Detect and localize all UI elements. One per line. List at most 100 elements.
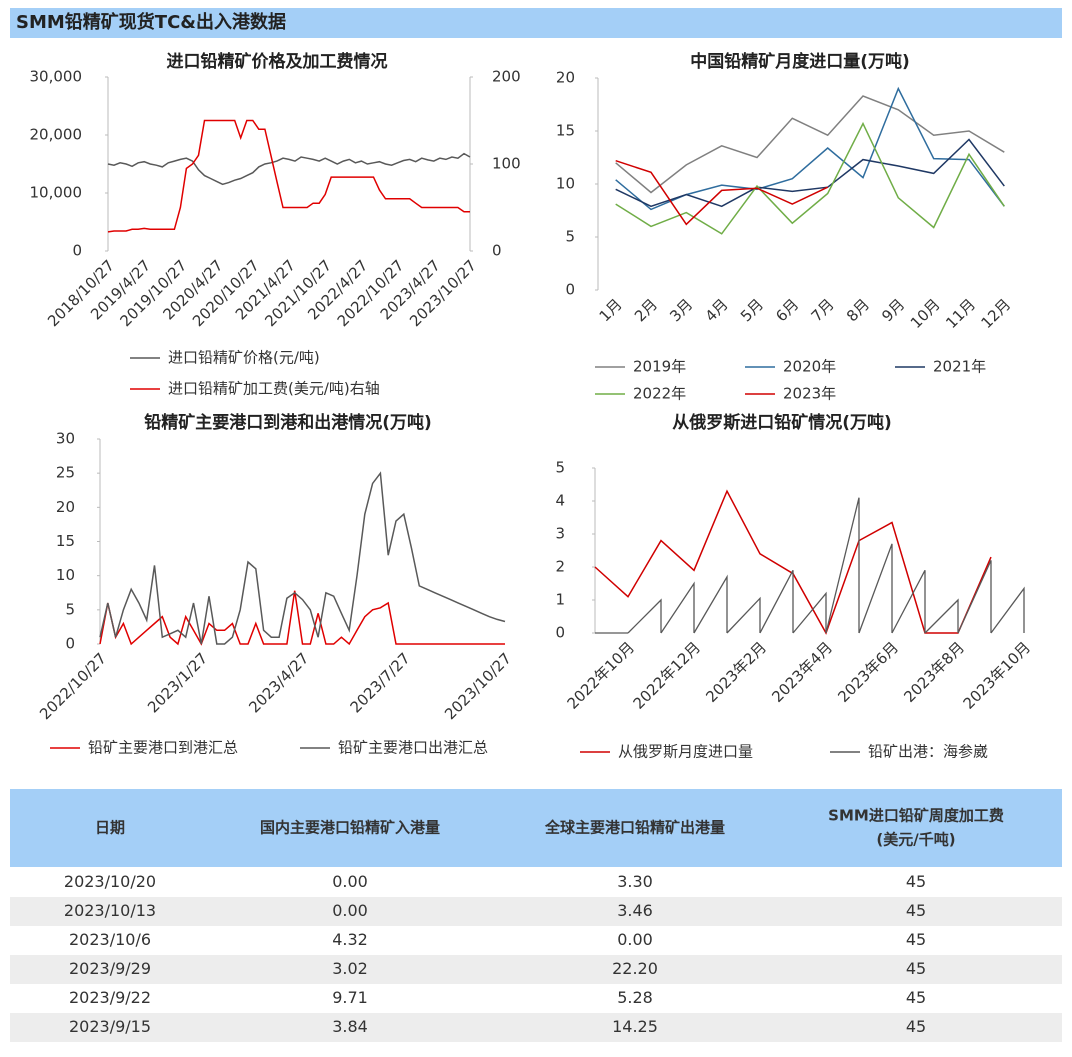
table-cell: 3.02 [332, 959, 368, 978]
header-bar [10, 8, 1062, 38]
table-cell: 0.00 [332, 872, 368, 891]
table-cell: 2023/10/6 [69, 930, 151, 949]
table-cell: 4.32 [332, 930, 368, 949]
legend-label: 2022年 [633, 385, 686, 403]
legend-label: 2020年 [783, 358, 836, 376]
legend-label: 铅矿主要港口到港汇总 [88, 739, 238, 757]
x-tick-label: 2023年6月 [834, 638, 902, 706]
series-line [615, 86, 1005, 211]
series-line [615, 159, 829, 226]
table-cell: 3.30 [617, 872, 653, 891]
row-stripe [10, 897, 1062, 926]
y-tick-label: 4 [555, 492, 565, 510]
legend-label: 从俄罗斯月度进口量 [618, 743, 753, 761]
legend-label: 铅矿出港：海参崴 [868, 743, 988, 761]
table-cell: 2023/9/22 [69, 988, 151, 1007]
x-tick-label: 4月 [702, 295, 732, 325]
y-tick-label: 2 [555, 558, 565, 576]
table-cell: 45 [906, 988, 926, 1007]
legend-label: 进口铅精矿加工费(美元/吨)右轴 [168, 380, 380, 398]
legend-label: 进口铅精矿价格(元/吨) [168, 349, 320, 367]
column-header: SMM进口铅矿周度加工费 [828, 807, 1004, 825]
sawtooth-segment [990, 586, 1025, 634]
x-tick-label: 7月 [808, 295, 838, 325]
legend-label: 2021年 [933, 358, 986, 376]
x-tick-label: 2022/10/27 [36, 649, 110, 723]
y-tick-label: 0 [565, 281, 575, 299]
table-cell: 0.00 [617, 930, 653, 949]
x-tick-label: 2023/10/27 [441, 649, 515, 723]
y-tick-label: 5 [565, 228, 575, 246]
x-tick-label: 2023年8月 [900, 638, 968, 706]
y-tick-label: 10,000 [30, 184, 83, 202]
x-tick-label: 3月 [666, 295, 696, 325]
sawtooth-segment [660, 581, 695, 634]
y-tick-label: 5 [65, 600, 75, 618]
chart-title: 铅精矿主要港口到港和出港情况(万吨) [144, 412, 432, 433]
series-line [99, 590, 505, 646]
table-cell: 5.28 [617, 988, 653, 1007]
x-tick-label: 2月 [631, 295, 661, 325]
y-tick-label: 0 [72, 242, 82, 260]
y-tick-label: 0 [65, 635, 75, 653]
y-tick-label: 1 [555, 591, 565, 609]
x-tick-label: 1月 [596, 295, 626, 325]
row-stripe [10, 1013, 1062, 1042]
sawtooth-segment [858, 543, 893, 634]
sawtooth-segment [693, 574, 728, 634]
table-cell: 45 [906, 1017, 926, 1036]
column-header: 日期 [95, 819, 125, 837]
y-tick-label: 0 [555, 624, 565, 642]
column-header: (美元/千吨) [876, 831, 955, 849]
table-cell: 45 [906, 872, 926, 891]
table-cell: 3.46 [617, 901, 653, 920]
table-cell: 2023/10/13 [64, 901, 156, 920]
x-tick-label: 8月 [843, 295, 873, 325]
x-tick-label: 2022年10月 [564, 638, 638, 712]
series-line [107, 119, 470, 233]
table-cell: 2023/9/29 [69, 959, 151, 978]
x-tick-label: 11月 [942, 295, 979, 332]
chart-title: 从俄罗斯进口铅矿情况(万吨) [672, 412, 892, 433]
y-tick-label: 30,000 [30, 68, 83, 86]
y-tick-label: 25 [56, 464, 75, 482]
x-tick-label: 2022年12月 [630, 638, 704, 712]
series-line [615, 95, 1005, 194]
sawtooth-segment [924, 598, 959, 634]
y2-tick-label: 100 [492, 155, 521, 173]
series-line [99, 471, 506, 645]
series-line [107, 152, 471, 186]
page-title: SMM铅精矿现货TC&出入港数据 [16, 11, 286, 33]
x-tick-label: 12月 [978, 295, 1015, 332]
table-cell: 9.71 [332, 988, 368, 1007]
table-cell: 22.20 [612, 959, 658, 978]
y-tick-label: 20,000 [30, 126, 83, 144]
x-tick-label: 2023/4/27 [245, 649, 312, 716]
y-tick-label: 10 [556, 175, 575, 193]
sawtooth-segment [726, 596, 761, 634]
sawtooth-segment [825, 497, 860, 634]
y-tick-label: 3 [555, 525, 565, 543]
x-tick-label: 2023/1/27 [144, 649, 211, 716]
y2-tick-label: 0 [492, 242, 502, 260]
y-tick-label: 10 [56, 566, 75, 584]
y-tick-label: 20 [56, 498, 75, 516]
table-cell: 3.84 [332, 1017, 368, 1036]
y-tick-label: 15 [556, 122, 575, 140]
legend-label: 铅矿主要港口出港汇总 [338, 739, 488, 757]
table-cell: 14.25 [612, 1017, 658, 1036]
series-line [615, 138, 1005, 208]
y-tick-label: 5 [555, 459, 565, 477]
x-tick-label: 2023年4月 [768, 638, 836, 706]
table-cell: 2023/10/20 [64, 872, 156, 891]
sawtooth-segment [957, 560, 992, 634]
x-tick-label: 2023年10月 [960, 638, 1034, 712]
x-tick-label: 5月 [737, 295, 767, 325]
chart-title: 进口铅精矿价格及加工费情况 [167, 51, 388, 72]
chart-title: 中国铅精矿月度进口量(万吨) [690, 51, 910, 72]
series-line [615, 121, 1005, 235]
x-tick-label: 10月 [907, 295, 944, 332]
y-tick-label: 20 [556, 69, 575, 87]
x-tick-label: 9月 [878, 295, 908, 325]
